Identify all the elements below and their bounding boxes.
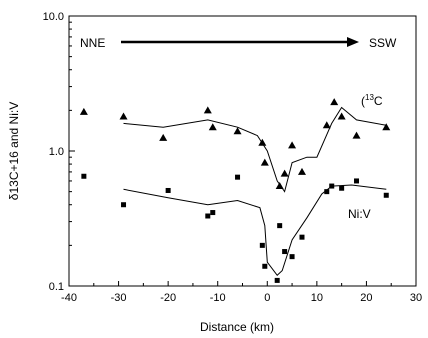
data-point-c13 bbox=[208, 123, 217, 131]
data-point-c13 bbox=[382, 123, 391, 131]
data-point-niv bbox=[282, 249, 288, 255]
data-point-niv bbox=[165, 187, 171, 193]
data-point-c13 bbox=[280, 169, 289, 177]
data-point-niv bbox=[354, 178, 360, 184]
x-tick-label: -20 bbox=[160, 292, 176, 304]
x-tick-label: -30 bbox=[111, 292, 127, 304]
data-point-c13 bbox=[159, 133, 168, 141]
x-tick-label: 10 bbox=[311, 292, 323, 304]
series-label-niv: Ni:V bbox=[348, 207, 371, 221]
data-point-c13 bbox=[260, 158, 269, 166]
data-point-c13 bbox=[79, 107, 88, 115]
data-point-c13 bbox=[337, 112, 346, 120]
data-point-niv bbox=[277, 223, 283, 229]
data-point-c13 bbox=[322, 121, 331, 129]
data-point-niv bbox=[324, 189, 330, 195]
x-tick-label: -40 bbox=[61, 292, 77, 304]
data-point-niv bbox=[205, 213, 211, 219]
data-point-niv bbox=[383, 192, 389, 198]
y-tick-label: 1.0 bbox=[49, 146, 64, 158]
data-point-c13 bbox=[203, 106, 212, 114]
trend-line-niv bbox=[123, 184, 387, 277]
data-point-niv bbox=[235, 174, 241, 180]
data-point-niv bbox=[262, 263, 268, 269]
data-point-niv bbox=[210, 210, 216, 216]
data-point-niv bbox=[121, 202, 127, 208]
data-point-c13 bbox=[275, 182, 284, 190]
annotation-ssw: SSW bbox=[369, 36, 397, 50]
data-point-niv bbox=[274, 277, 280, 283]
plot-frame bbox=[68, 15, 417, 287]
series-label-c13: (13C bbox=[361, 93, 383, 108]
data-point-c13 bbox=[119, 112, 128, 120]
x-tick-label: 20 bbox=[360, 292, 372, 304]
data-point-niv bbox=[339, 185, 345, 191]
plot-area: -40 -30 -20 -10 0 10 20 30 0.1 1.0 10.0 bbox=[43, 11, 423, 304]
data-point-niv bbox=[81, 173, 87, 179]
x-tick-label: -10 bbox=[210, 292, 226, 304]
data-point-c13 bbox=[233, 127, 242, 135]
data-point-niv bbox=[299, 234, 305, 240]
data-point-niv bbox=[259, 242, 265, 248]
data-point-niv bbox=[329, 183, 335, 189]
data-point-c13 bbox=[330, 98, 339, 106]
x-tick-label: 0 bbox=[264, 292, 270, 304]
data-point-c13 bbox=[258, 138, 267, 146]
data-point-c13 bbox=[288, 141, 297, 149]
data-point-niv bbox=[289, 254, 295, 260]
y-tick-label: 0.1 bbox=[49, 281, 64, 293]
data-point-c13 bbox=[352, 131, 361, 139]
ylabel: δ13C+16 and Ni:V bbox=[7, 102, 21, 200]
direction-arrow-head bbox=[347, 37, 359, 47]
x-tick-label: 30 bbox=[410, 292, 422, 304]
trend-line-c13 bbox=[123, 106, 387, 193]
annotation-nne: NNE bbox=[80, 36, 105, 50]
xlabel: Distance (km) bbox=[200, 320, 274, 334]
y-tick-label: 10.0 bbox=[43, 11, 64, 23]
data-point-c13 bbox=[297, 167, 306, 175]
